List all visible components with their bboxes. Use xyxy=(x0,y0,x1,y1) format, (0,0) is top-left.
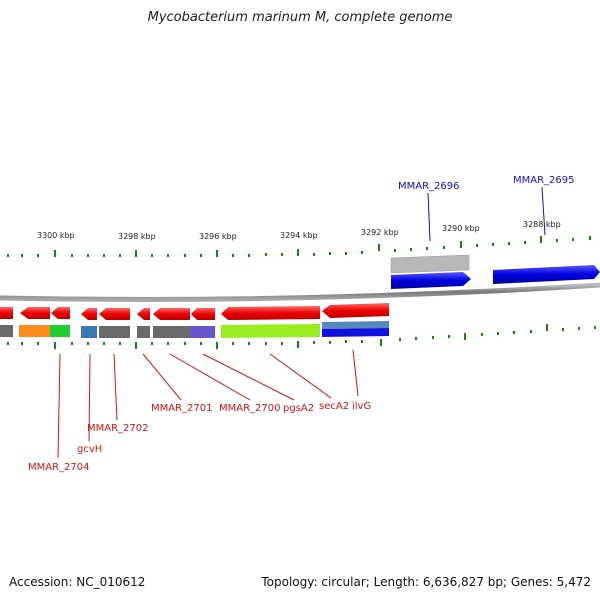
gene-label-seca2[interactable]: secA2 xyxy=(319,401,349,412)
tick-label: 3288 kbp xyxy=(523,220,561,229)
gene-label-mmar-2695[interactable]: MMAR_2695 xyxy=(513,175,575,186)
gene-label-mmar-2702[interactable]: MMAR_2702 xyxy=(87,423,149,434)
cog-bar[interactable] xyxy=(322,321,389,329)
cog-bar[interactable] xyxy=(322,328,389,337)
reverse-leaders xyxy=(57,349,359,459)
cog-bar[interactable] xyxy=(0,325,13,337)
gene-arrow-mmar-2701[interactable] xyxy=(137,308,150,320)
gene-arrow-gcvh[interactable] xyxy=(51,307,70,319)
lower-ticks xyxy=(7,324,596,349)
gene-label-gcvh[interactable]: gcvH xyxy=(77,444,102,455)
forward-strand xyxy=(390,254,600,289)
cog-bar[interactable] xyxy=(190,326,215,338)
gene-arrow-mmar-2702[interactable] xyxy=(99,308,130,320)
cog-bar[interactable] xyxy=(99,326,130,338)
gene-label-mmar-2700[interactable]: MMAR_2700 xyxy=(219,403,281,414)
tick-label: 3294 kbp xyxy=(280,231,318,240)
cog-bars xyxy=(0,321,389,338)
cog-bar[interactable] xyxy=(19,325,50,337)
gene-arrow-seca2[interactable] xyxy=(221,306,320,320)
gene-arrow-pgsa2[interactable] xyxy=(191,308,215,320)
accession-text: Accession: NC_010612 xyxy=(9,575,146,589)
gene-label-mmar-2704[interactable]: MMAR_2704 xyxy=(28,462,90,473)
cog-bar[interactable] xyxy=(81,326,97,338)
cog-bar[interactable] xyxy=(153,326,190,338)
cog-bar[interactable] xyxy=(221,324,320,338)
gene-label-mmar-2701[interactable]: MMAR_2701 xyxy=(151,403,213,414)
cog-bar[interactable] xyxy=(50,325,70,337)
cog-bar-mmar-2696[interactable] xyxy=(390,254,470,274)
gene-arrow-mmar-2700[interactable] xyxy=(153,308,190,320)
map-title: Mycobacterium marinum M, complete genome xyxy=(147,10,453,25)
gene-arrow-partial[interactable] xyxy=(0,307,13,319)
reverse-strand xyxy=(0,303,389,320)
tick-label: 3296 kbp xyxy=(199,232,237,241)
gene-arrow-ilvg[interactable] xyxy=(322,303,389,318)
tick-label: 3298 kbp xyxy=(118,232,156,241)
gene-arrow-mmar-2696[interactable] xyxy=(391,272,471,289)
forward-leaders xyxy=(427,186,546,242)
genome-info-text: Topology: circular; Length: 6,636,827 bp… xyxy=(261,575,591,589)
tick-label: 3290 kbp xyxy=(442,224,480,233)
tick-label: 3292 kbp xyxy=(361,228,399,237)
gene-label-mmar-2696[interactable]: MMAR_2696 xyxy=(398,181,460,192)
upper-ticks xyxy=(7,236,591,257)
genome-backbone xyxy=(0,282,600,302)
tick-label: 3300 kbp xyxy=(37,231,75,240)
gene-arrow-2703[interactable] xyxy=(81,308,97,320)
gene-label-ilvg[interactable]: ilvG xyxy=(352,401,371,412)
gene-arrow-mmar-2695[interactable] xyxy=(493,265,600,284)
cog-bar[interactable] xyxy=(137,326,150,338)
gene-label-pgsa2[interactable]: pgsA2 xyxy=(283,403,314,414)
gene-arrow-mmar-2704[interactable] xyxy=(20,307,50,319)
ruler-labels: 3300 kbp 3298 kbp 3296 kbp 3294 kbp 3292… xyxy=(37,220,561,241)
